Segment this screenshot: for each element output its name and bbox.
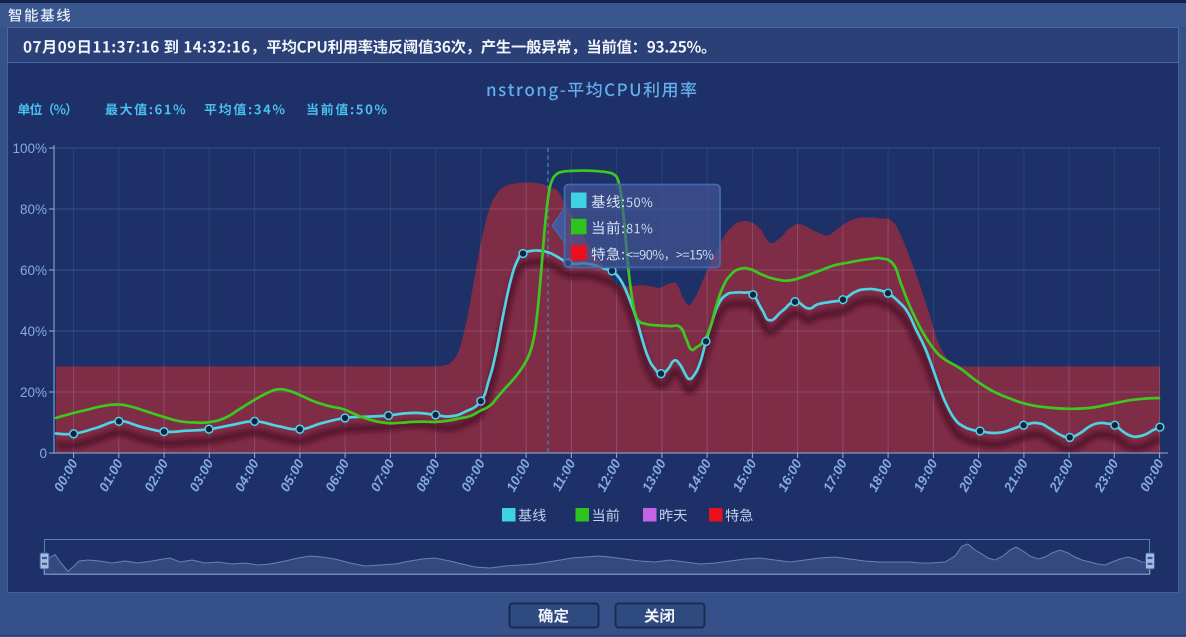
svg-text:40%: 40% [20, 324, 47, 339]
svg-text:100%: 100% [12, 141, 47, 156]
svg-text:20%: 20% [20, 385, 47, 400]
svg-text:80%: 80% [20, 202, 47, 217]
svg-text:60%: 60% [20, 263, 47, 278]
svg-text:0: 0 [39, 446, 47, 461]
